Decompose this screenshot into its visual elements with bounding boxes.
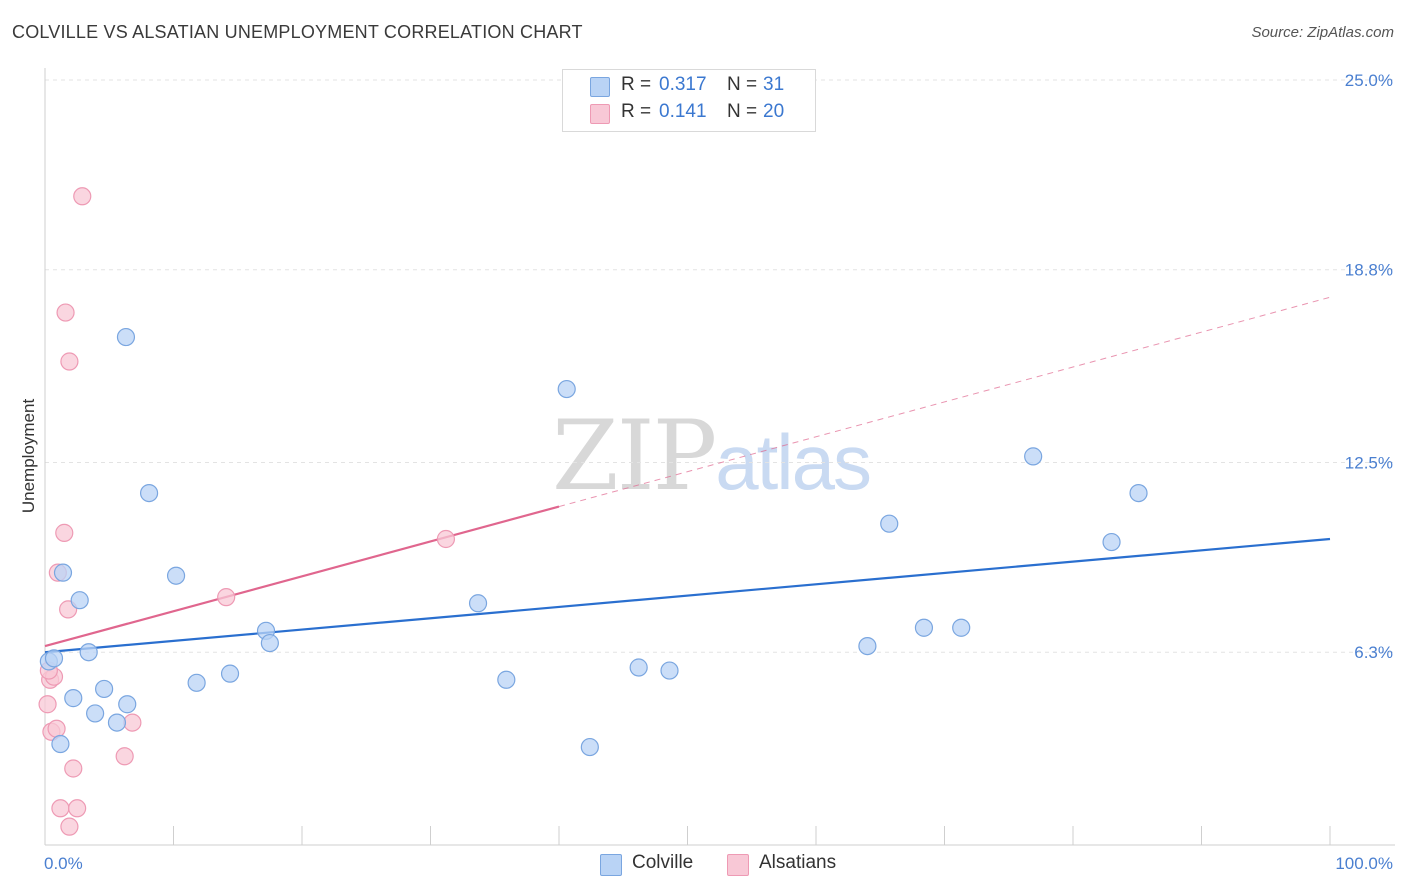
axis-labels: 6.3% 12.5% 18.8% 25.0% 0.0% 100.0% Unemploymen… (19, 71, 1393, 873)
legend-swatch-alsatians (590, 104, 610, 124)
point-colville (51, 734, 70, 754)
point-alsatians (436, 529, 456, 549)
trend-lines (44, 296, 1331, 654)
legend-r-label: R = (621, 101, 652, 122)
point-alsatians (38, 695, 57, 714)
point-colville (660, 661, 679, 680)
bottom-legend-label: Alsatians (759, 852, 837, 873)
point-alsatians (217, 588, 236, 607)
point-colville (260, 633, 279, 653)
point-colville (70, 591, 89, 610)
point-colville (629, 658, 648, 677)
correlation-legend: R = 0.317 N = 31 R = 0.141 N = 20 (562, 69, 816, 132)
legend-n-label: N = (727, 74, 758, 95)
point-alsatians (60, 352, 79, 371)
point-alsatians (51, 799, 70, 818)
bottom-legend-label: Colville (632, 852, 694, 873)
bottom-legend-swatch-colville (600, 854, 622, 876)
y-tick-label: 25.0% (1345, 71, 1393, 90)
point-colville (95, 679, 114, 699)
point-colville (1024, 447, 1043, 466)
point-colville (858, 636, 877, 656)
y-tick-label: 6.3% (1354, 643, 1393, 662)
trendline-alsatians-extension (558, 296, 1331, 508)
y-tick-label: 18.8% (1345, 261, 1393, 280)
point-colville (79, 643, 98, 662)
point-colville (118, 695, 137, 714)
point-alsatians (123, 713, 142, 732)
point-alsatians (56, 303, 75, 322)
point-colville (468, 594, 488, 613)
trendline-colville (44, 537, 1331, 654)
point-colville (86, 704, 105, 723)
point-colville (53, 563, 73, 582)
point-colville (44, 649, 64, 668)
point-colville (64, 689, 83, 708)
data-points (38, 187, 1148, 836)
point-alsatians (73, 187, 92, 206)
legend-r-value: 0.141 (659, 101, 707, 122)
point-colville (166, 566, 186, 585)
point-alsatians (55, 523, 74, 542)
point-colville (497, 670, 516, 689)
legend-n-label: N = (727, 101, 758, 122)
legend-n-value: 20 (763, 101, 785, 122)
watermark-zip: ZIP (552, 400, 717, 512)
point-alsatians (60, 817, 79, 836)
trendline-alsatians (44, 505, 560, 648)
legend-r-value: 0.317 (659, 74, 707, 95)
point-colville (139, 484, 159, 503)
x-tick-label: 100.0% (1335, 854, 1393, 873)
point-colville (880, 514, 899, 533)
point-alsatians (47, 719, 66, 738)
legend-r-label: R = (621, 74, 652, 95)
point-alsatians (115, 747, 134, 766)
grid-lines (45, 79, 1395, 653)
y-axis-label: Unemployment (19, 399, 38, 514)
point-colville (116, 327, 136, 347)
point-colville (107, 713, 127, 732)
point-colville (1102, 532, 1121, 552)
legend-swatch-colville (590, 77, 610, 97)
legend-n-value: 31 (763, 74, 785, 95)
point-colville (952, 618, 971, 637)
point-colville (1129, 484, 1148, 503)
point-colville (187, 673, 206, 692)
x-tick-label: 0.0% (44, 854, 83, 873)
axes (44, 68, 1395, 846)
chart-title: COLVILLE VS ALSATIAN UNEMPLOYMENT CORREL… (12, 22, 583, 42)
point-colville (914, 618, 934, 637)
point-colville (220, 664, 240, 683)
point-alsatians (68, 799, 87, 818)
bottom-legend-swatch-alsatians (727, 854, 749, 876)
point-alsatians (64, 759, 83, 778)
point-colville (580, 737, 599, 757)
source-credit: Source: ZipAtlas.com (1251, 24, 1394, 41)
y-tick-label: 12.5% (1345, 454, 1393, 473)
point-colville (557, 379, 576, 399)
